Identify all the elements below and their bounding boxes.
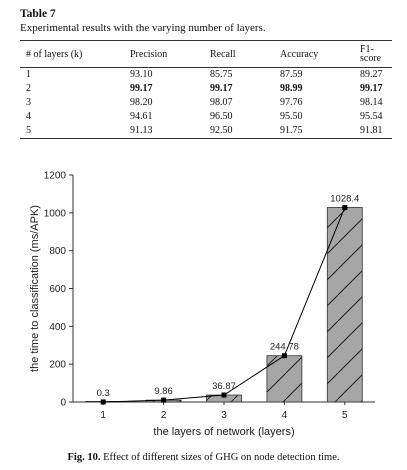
- table-header-row: # of layers (k) Precision Recall Accurac…: [20, 40, 392, 68]
- table-cell: 5: [20, 124, 130, 139]
- table-cell: 91.13: [130, 124, 210, 139]
- results-table: # of layers (k) Precision Recall Accurac…: [20, 40, 392, 139]
- y-tick-label: 800: [49, 246, 66, 257]
- table-cell: 87.59: [280, 69, 303, 80]
- table-cell: 99.17: [130, 83, 153, 94]
- table-cell: 91.81: [360, 124, 392, 139]
- data-label: 36.87: [212, 381, 236, 392]
- table-cell: 98.20: [130, 97, 153, 108]
- table-cell: 94.61: [130, 111, 153, 122]
- table-cell: 92.50: [210, 124, 280, 139]
- table-cell: 89.27: [360, 69, 383, 80]
- trend-point-4: [281, 353, 287, 359]
- table-cell: 96.50: [210, 111, 233, 122]
- column-header: Recall: [210, 40, 280, 68]
- table-cell: 98.07: [210, 97, 233, 108]
- column-header: F1-score: [360, 40, 392, 68]
- figure-label: Fig. 10.: [67, 452, 101, 463]
- table-row: 1 93.10 85.75 87.59 89.27: [20, 68, 392, 83]
- figure-caption-text: Effect of different sizes of GHG on node…: [103, 452, 340, 463]
- x-axis-title: the layers of network (layers): [153, 426, 294, 438]
- trend-point-3: [221, 392, 227, 398]
- trend-line: [103, 207, 346, 403]
- table-cell: 95.54: [360, 111, 383, 122]
- bar-5: [326, 207, 363, 403]
- bar-4: [266, 355, 303, 403]
- y-tick-label: 1200: [44, 171, 67, 182]
- data-label: 1028.4: [330, 193, 359, 204]
- table-cell: 95.50: [280, 111, 303, 122]
- results-table-section: Table 7 Experimental results with the va…: [20, 8, 392, 139]
- chart-svg: 0 200 400 600 800 1000 1200 1 2 3 4 5 0.3 9.86 36.87 24…: [29, 171, 375, 438]
- table-row: 3 98.20 98.07 97.76 98.14: [20, 96, 392, 110]
- table-cell: 85.75: [210, 69, 233, 80]
- y-tick-label: 1000: [44, 208, 67, 219]
- column-header: # of layers (k): [20, 40, 130, 68]
- y-tick-label: 600: [49, 284, 66, 295]
- data-label: 9.86: [154, 386, 173, 397]
- y-tick-label: 400: [49, 322, 66, 333]
- x-tick-label: 3: [221, 410, 227, 421]
- data-label: 0.3: [97, 388, 110, 399]
- table-cell: 98.99: [280, 83, 303, 94]
- table-cell: 99.17: [210, 83, 233, 94]
- y-tick-label: 0: [60, 398, 66, 409]
- x-tick-label: 4: [282, 410, 288, 421]
- table-row: 5 91.13 92.50 91.75 91.81: [20, 124, 392, 139]
- x-tick-label: 2: [161, 410, 167, 421]
- table-title: Table 7: [20, 8, 56, 20]
- table-cell: 97.76: [280, 97, 303, 108]
- trend-point-1: [100, 399, 106, 405]
- table-cell: 93.10: [130, 69, 153, 80]
- table-row: 4 94.61 96.50 95.50 95.54: [20, 110, 392, 124]
- table-cell: 91.75: [280, 124, 360, 139]
- column-header: Precision: [130, 40, 210, 68]
- figure-caption: Fig. 10. Effect of different sizes of GH…: [0, 452, 407, 464]
- column-header: Accuracy: [280, 40, 360, 68]
- table-cell: 4: [26, 111, 31, 122]
- trend-point-2: [161, 397, 167, 403]
- table-cell: 3: [26, 97, 31, 108]
- table-cell: 98.14: [360, 97, 383, 108]
- trend-point-5: [342, 204, 348, 210]
- table-caption: Experimental results with the varying nu…: [20, 22, 266, 34]
- x-tick-label: 1: [100, 410, 106, 421]
- data-label: 244.78: [270, 342, 299, 353]
- table-cell: 1: [26, 69, 31, 80]
- table-cell: 99.17: [360, 83, 383, 94]
- y-tick-label: 200: [49, 360, 66, 371]
- table-row: 2 99.17 99.17 98.99 99.17: [20, 82, 392, 96]
- time-chart: 0 200 400 600 800 1000 1200 1 2 3 4 5 0.3 9.86 36.87 24…: [0, 165, 407, 445]
- x-tick-label: 5: [342, 410, 348, 421]
- y-axis-title: the time to classification (ms/APK): [29, 205, 41, 372]
- table-cell: 2: [26, 83, 31, 94]
